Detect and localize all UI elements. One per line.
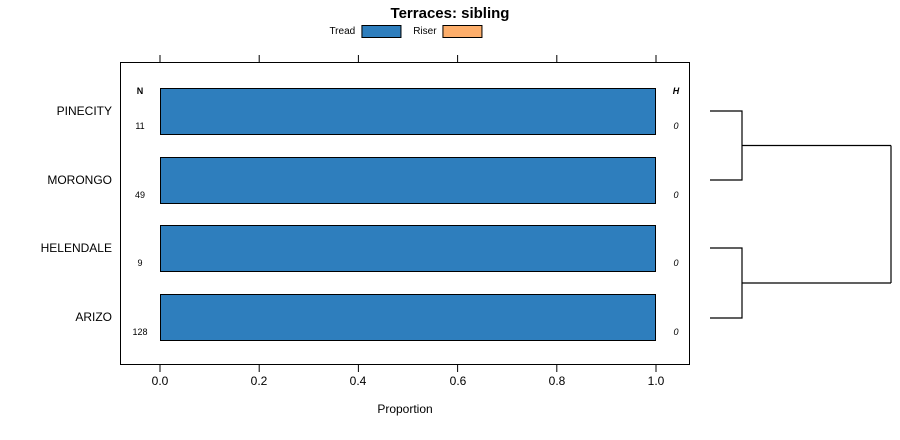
bar-arizo [160,294,656,341]
bar-helendale [160,225,656,272]
chart-title: Terraces: sibling [390,5,510,22]
bar-morongo [160,157,656,204]
legend-item-tread: Tread [329,25,402,38]
x-tick-label: 0.2 [250,374,268,388]
h-value: 0 [673,121,679,131]
y-label-arizo: ARIZO [75,310,112,324]
legend: Tread Riser [329,25,483,38]
h-value: 0 [673,327,679,337]
h-value: 0 [673,258,679,268]
legend-swatch-riser [442,25,483,38]
x-tick-label: 0.0 [151,374,169,388]
n-column-header: N [136,86,144,96]
y-label-helendale: HELENDALE [40,241,112,255]
x-axis-title: Proportion [377,402,433,416]
h-column-header: H [672,86,680,96]
y-label-morongo: MORONGO [47,173,112,187]
h-value: 0 [673,190,679,200]
x-tick-label: 0.8 [548,374,566,388]
y-label-pinecity: PINECITY [56,104,112,118]
x-tick-label: 1.0 [647,374,665,388]
n-value: 49 [134,190,145,200]
legend-swatch-tread [361,25,402,38]
n-value: 11 [135,121,145,131]
dendrogram-bracket-bottom [710,247,743,319]
n-value: 9 [137,258,143,268]
x-tick-label: 0.4 [349,374,367,388]
legend-label-riser: Riser [413,26,437,37]
dendrogram [710,110,892,319]
n-value: 128 [132,327,148,337]
legend-label-tread: Tread [329,26,356,37]
x-tick-label: 0.6 [449,374,467,388]
bar-pinecity [160,88,656,135]
dendrogram-bracket-top [710,110,743,181]
legend-item-riser: Riser [413,25,483,38]
